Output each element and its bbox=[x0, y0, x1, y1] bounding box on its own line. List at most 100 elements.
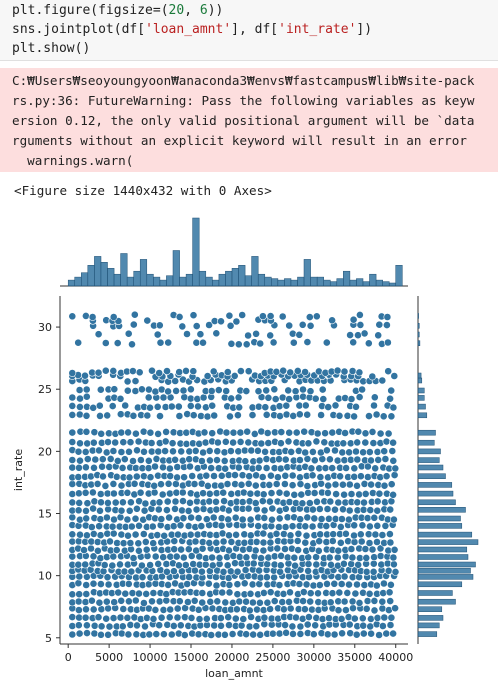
scatter-point bbox=[283, 566, 292, 575]
scatter-point bbox=[94, 330, 103, 339]
scatter-point bbox=[246, 531, 255, 540]
scatter-point bbox=[282, 489, 291, 498]
scatter-point bbox=[354, 427, 363, 436]
scatter-point bbox=[68, 410, 77, 419]
scatter-point bbox=[74, 537, 83, 546]
scatter-point bbox=[268, 629, 277, 638]
scatter-point bbox=[254, 402, 263, 411]
scatter-point bbox=[316, 473, 325, 481]
scatter-point bbox=[157, 546, 166, 554]
scatter-point bbox=[174, 561, 183, 570]
scatter-point bbox=[341, 429, 349, 437]
x-hist-bar bbox=[362, 281, 370, 287]
scatter-point bbox=[172, 386, 180, 395]
scatter-point bbox=[151, 579, 160, 588]
scatter-point bbox=[144, 464, 153, 472]
scatter-point bbox=[237, 480, 246, 489]
scatter-point bbox=[325, 614, 333, 623]
scatter-point bbox=[325, 553, 334, 562]
scatter-point bbox=[381, 521, 390, 530]
scatter-point bbox=[386, 538, 395, 547]
scatter-point bbox=[220, 456, 229, 465]
scatter-point bbox=[204, 579, 213, 588]
scatter-point bbox=[74, 560, 83, 569]
scatter-point bbox=[118, 622, 127, 631]
scatter-point bbox=[367, 629, 375, 638]
scatter-point bbox=[162, 596, 171, 605]
scatter-point bbox=[124, 531, 132, 540]
x-hist-bar bbox=[225, 270, 233, 287]
scatter-point bbox=[193, 530, 202, 539]
scatter-point bbox=[68, 598, 77, 607]
scatter-point bbox=[281, 455, 290, 464]
scatter-point bbox=[340, 490, 348, 499]
scatter-point bbox=[74, 338, 83, 347]
scatter-point bbox=[105, 622, 114, 631]
scatter-point bbox=[295, 580, 304, 588]
code-token: sns.jointplot(df[ bbox=[12, 22, 146, 37]
scatter-point bbox=[285, 321, 294, 330]
scatter-point bbox=[291, 561, 299, 570]
scatter-point bbox=[387, 480, 396, 489]
scatter-point bbox=[341, 606, 350, 614]
scatter-point bbox=[272, 529, 281, 538]
scatter-point bbox=[318, 455, 327, 463]
y-hist-bar bbox=[417, 313, 419, 319]
scatter-point bbox=[191, 537, 200, 546]
scatter-point bbox=[354, 331, 362, 340]
scatter-point bbox=[285, 597, 293, 606]
scatter-point bbox=[217, 471, 226, 480]
scatter-point bbox=[134, 437, 143, 446]
scatter-point bbox=[99, 472, 107, 481]
scatter-point bbox=[207, 387, 216, 395]
scatter-point bbox=[214, 464, 223, 473]
scatter-point bbox=[359, 448, 367, 457]
scatter-point bbox=[187, 613, 196, 622]
scatter-point bbox=[75, 613, 83, 622]
scatter-point bbox=[363, 473, 372, 481]
scatter-point bbox=[129, 554, 138, 562]
figure-size-output: <Figure size 1440x432 with 0 Axes> bbox=[14, 183, 272, 198]
scatter-point bbox=[151, 462, 159, 471]
scatter-point bbox=[239, 615, 248, 623]
x-hist-bar bbox=[212, 279, 220, 287]
y-hist-bar bbox=[417, 331, 420, 338]
scatter-point bbox=[109, 529, 118, 538]
scatter-point bbox=[270, 597, 279, 605]
scatter-point bbox=[361, 438, 370, 447]
warning-line: rguments without an explicit keyword wil… bbox=[12, 133, 467, 148]
scatter-point bbox=[198, 598, 207, 607]
scatter-point bbox=[154, 429, 162, 438]
scatter-point bbox=[286, 368, 295, 377]
scatter-point bbox=[164, 580, 172, 589]
scatter-point bbox=[106, 454, 115, 463]
scatter-point bbox=[279, 530, 288, 538]
scatter-point bbox=[96, 506, 104, 515]
x-hist-bar bbox=[290, 279, 298, 287]
scatter-point bbox=[195, 615, 204, 623]
scatter-point bbox=[345, 620, 354, 629]
scatter-point bbox=[259, 529, 268, 538]
scatter-point bbox=[82, 514, 91, 523]
y-hist-bar bbox=[417, 515, 461, 522]
scatter-point bbox=[366, 622, 375, 631]
scatter-point bbox=[185, 447, 194, 456]
scatter-point bbox=[240, 446, 249, 455]
x-hist-bar bbox=[264, 276, 272, 287]
scatter-point bbox=[89, 529, 98, 538]
scatter-point bbox=[201, 560, 210, 569]
scatter-point bbox=[81, 613, 90, 622]
scatter-point bbox=[123, 377, 132, 386]
scatter-point bbox=[129, 320, 138, 329]
scatter-point bbox=[356, 472, 365, 481]
y-hist-bar bbox=[417, 323, 420, 329]
code-cell[interactable]: plt.figure(figsize=(20, 6)) sns.jointplo… bbox=[0, 0, 498, 61]
scatter-point bbox=[249, 630, 258, 639]
scatter-point bbox=[186, 394, 195, 403]
y-hist-bar bbox=[417, 590, 453, 596]
scatter-point bbox=[322, 538, 331, 546]
scatter-point bbox=[82, 581, 91, 589]
scatter-point bbox=[242, 387, 251, 395]
scatter-point bbox=[260, 513, 269, 522]
scatter-point bbox=[259, 490, 268, 499]
